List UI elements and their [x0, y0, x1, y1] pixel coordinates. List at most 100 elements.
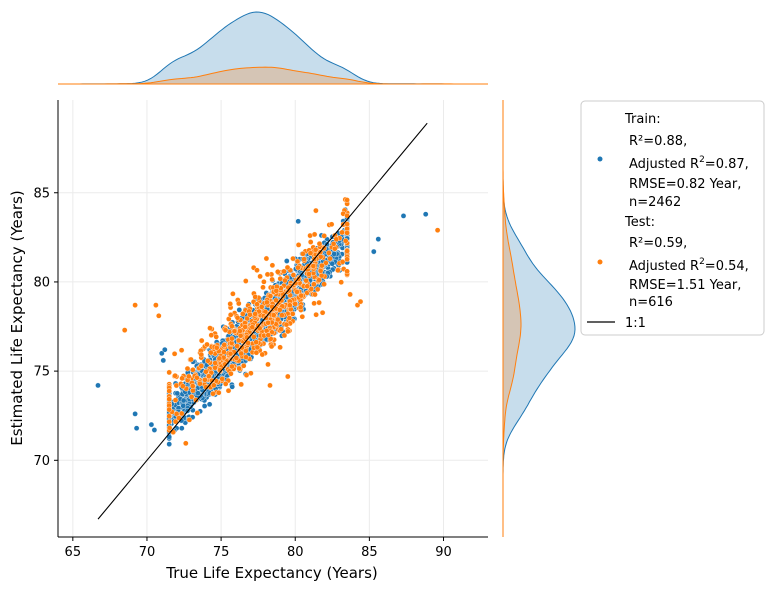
point-test	[289, 311, 296, 317]
point-test	[265, 361, 271, 368]
point-test	[203, 368, 209, 375]
point-test	[278, 326, 285, 332]
point-test	[198, 337, 205, 344]
point-test	[268, 343, 275, 350]
point-test	[202, 376, 208, 383]
point-test	[323, 260, 329, 266]
legend-test-adjusted: Adjusted R2=0.54,	[629, 257, 749, 274]
point-test	[239, 344, 245, 351]
x-tick-label-2: 75	[213, 545, 230, 560]
point-test	[316, 299, 322, 306]
point-test	[121, 327, 128, 333]
y-tick-label-3: 85	[33, 186, 50, 201]
point-test	[155, 312, 162, 319]
point-test	[251, 334, 257, 340]
point-train	[174, 390, 181, 397]
point-test	[328, 221, 335, 228]
point-test	[229, 323, 235, 330]
point-test	[307, 239, 314, 245]
point-test	[316, 277, 322, 283]
point-test	[178, 347, 185, 354]
point-test	[316, 240, 323, 247]
point-train	[160, 357, 167, 364]
point-test	[234, 314, 241, 321]
point-test	[257, 273, 263, 280]
point-test	[295, 264, 301, 271]
point-test	[238, 350, 245, 357]
point-test	[182, 440, 189, 447]
point-test	[237, 332, 244, 339]
legend-train-adjusted: Adjusted R2=0.87,	[629, 155, 749, 172]
point-test	[227, 311, 234, 318]
point-test	[225, 387, 232, 394]
legend-train-n: n=2462	[629, 195, 681, 210]
point-test	[326, 250, 332, 256]
point-test	[273, 297, 279, 304]
point-test	[230, 290, 236, 297]
point-test	[238, 381, 244, 388]
point-test	[247, 311, 253, 318]
point-test	[321, 281, 327, 288]
point-train	[166, 441, 172, 447]
point-test	[198, 363, 205, 369]
point-test	[166, 424, 173, 431]
point-test	[333, 236, 340, 243]
point-test	[194, 410, 201, 416]
point-test	[253, 339, 260, 346]
point-test	[188, 393, 195, 400]
point-test	[339, 229, 345, 236]
point-test	[319, 309, 326, 316]
point-test	[254, 267, 260, 274]
point-test	[269, 329, 275, 336]
x-tick-label-3: 80	[287, 545, 304, 560]
point-test	[179, 375, 185, 382]
point-test	[193, 397, 199, 403]
legend-train-r2: R²=0.88,	[629, 134, 687, 149]
point-test	[281, 332, 288, 339]
point-test	[269, 262, 276, 269]
point-test	[172, 397, 179, 403]
identity-line	[97, 122, 428, 520]
point-train	[329, 260, 336, 267]
point-test	[304, 283, 311, 290]
point-test	[344, 268, 350, 275]
point-test	[290, 272, 297, 278]
point-train	[375, 236, 382, 242]
point-test	[306, 271, 312, 277]
point-test	[338, 279, 345, 286]
point-test	[185, 373, 192, 380]
point-test	[311, 300, 317, 307]
point-test	[132, 302, 138, 308]
point-test	[281, 268, 287, 275]
point-test	[213, 344, 220, 351]
point-test	[216, 355, 223, 362]
point-test	[277, 275, 284, 282]
point-test	[284, 264, 291, 271]
point-test	[184, 365, 191, 372]
point-test	[208, 332, 215, 338]
point-train	[151, 427, 158, 433]
point-train	[132, 411, 138, 417]
axes	[57, 100, 488, 538]
point-test	[286, 302, 293, 309]
point-test	[344, 248, 350, 254]
point-test	[307, 250, 314, 256]
identity-line-path	[97, 122, 428, 520]
point-test	[242, 324, 248, 330]
legend-test-n: n=616	[629, 295, 673, 310]
point-test	[313, 207, 319, 214]
point-test	[314, 286, 321, 293]
legend-train-rmse: RMSE=0.82 Year,	[629, 177, 741, 192]
point-train	[331, 251, 338, 257]
point-train	[148, 421, 155, 428]
point-train	[229, 383, 235, 390]
point-test	[242, 278, 249, 284]
point-test	[274, 316, 281, 323]
point-test	[207, 325, 213, 331]
ticks: 65 70 75 80 85 90 70 75 80 85	[33, 186, 451, 560]
point-test	[303, 277, 310, 284]
y-tick-label-0: 70	[33, 454, 50, 469]
point-test	[263, 255, 270, 262]
legend-frame	[580, 100, 765, 336]
